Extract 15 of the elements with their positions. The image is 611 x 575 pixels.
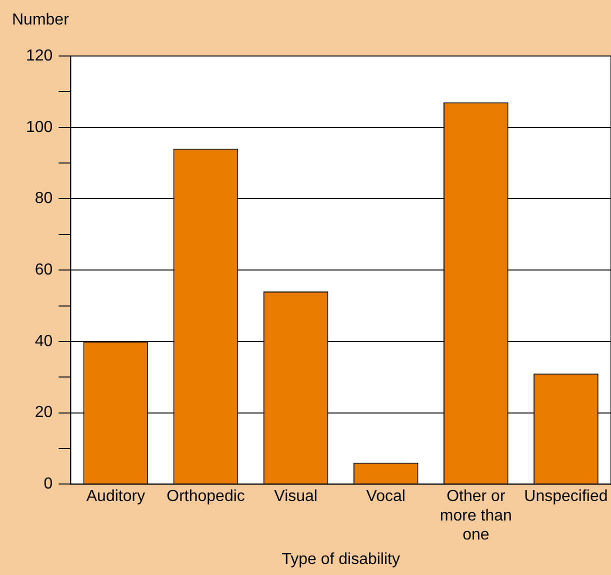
y-axis-title: Number [12, 11, 70, 28]
y-tick-label: 40 [34, 332, 53, 350]
x-tick-label: Orthopedic [166, 488, 245, 506]
x-tick-label: Unspecified [524, 488, 608, 506]
y-tick-label: 120 [26, 47, 53, 64]
x-tick-label: Vocal [366, 488, 406, 506]
x-axis-title: Type of disability [282, 550, 400, 568]
y-tick-label: 20 [34, 404, 53, 422]
x-tick-label: Auditory [86, 488, 146, 506]
y-tick-label: 0 [44, 476, 53, 493]
y-tick-label: 80 [34, 190, 53, 208]
y-tick-label: 100 [26, 118, 53, 136]
y-tick-label: 60 [34, 262, 53, 279]
x-tick-label: Other or more than one [440, 488, 512, 544]
x-tick-label: Visual [274, 488, 318, 506]
